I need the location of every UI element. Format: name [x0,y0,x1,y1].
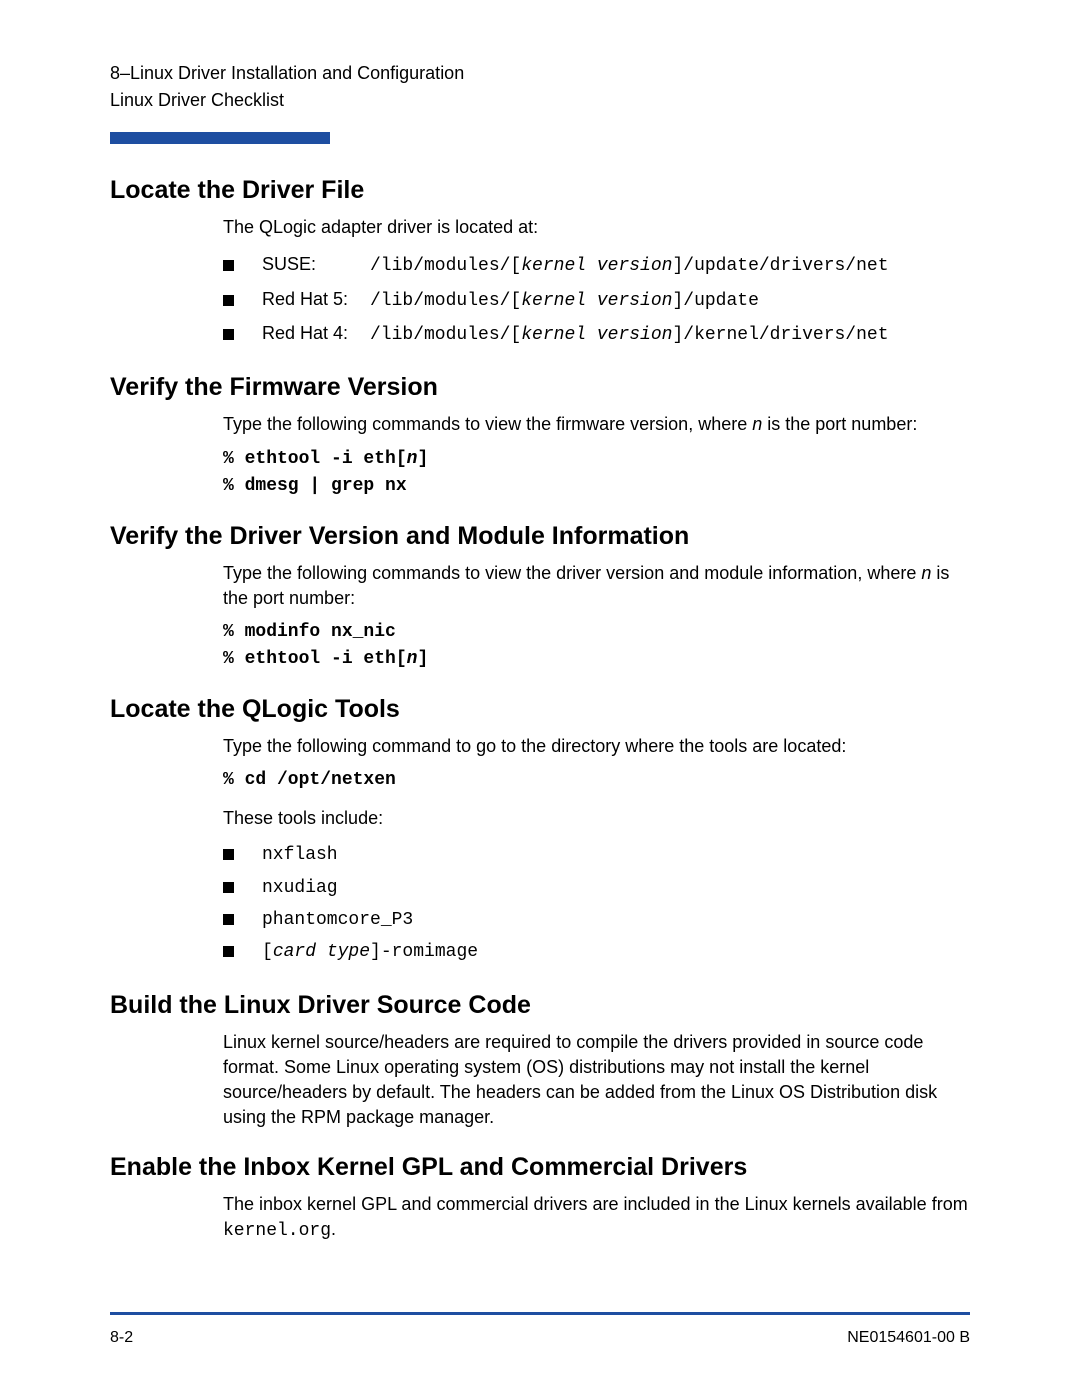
os-label: SUSE: [262,248,370,280]
bullet-icon [223,849,234,860]
list-item: phantomcore_P3 [223,904,970,936]
heading-verify-driver: Verify the Driver Version and Module Inf… [110,522,970,551]
code-line: % dmesg | grep nx [223,473,970,500]
tools-list: nxflash nxudiag phantomcore_P3 [card typ… [223,839,970,969]
page-number: 8-2 [110,1329,133,1347]
doc-id: NE0154601-00 B [847,1329,970,1347]
path: /lib/modules/[kernel version]/update [370,285,759,317]
bullet-icon [223,329,234,340]
body-paragraph: Linux kernel source/headers are required… [223,1030,970,1131]
code-line: % ethtool -i eth[n] [223,646,970,673]
header-accent-bar [110,132,330,144]
section-enable-inbox: Enable the Inbox Kernel GPL and Commerci… [110,1153,970,1244]
bullet-icon [223,295,234,306]
list-item: nxflash [223,839,970,871]
section-locate-driver: Locate the Driver File The QLogic adapte… [110,176,970,351]
list-item: SUSE: /lib/modules/[kernel version]/upda… [223,248,970,282]
code-line: % modinfo nx_nic [223,619,970,646]
section-locate-tools: Locate the QLogic Tools Type the followi… [110,695,970,969]
code-line: % cd /opt/netxen [223,767,970,794]
heading-enable-inbox: Enable the Inbox Kernel GPL and Commerci… [110,1153,970,1182]
code-block: % ethtool -i eth[n] % dmesg | grep nx [223,446,970,500]
code-line: % ethtool -i eth[n] [223,446,970,473]
header-line2: Linux Driver Checklist [110,87,970,114]
page-header: 8–Linux Driver Installation and Configur… [110,60,970,114]
list-item: Red Hat 5: /lib/modules/[kernel version]… [223,283,970,317]
bullet-icon [223,946,234,957]
section-verify-driver: Verify the Driver Version and Module Inf… [110,522,970,673]
body-paragraph: The inbox kernel GPL and commercial driv… [223,1192,970,1244]
heading-locate-tools: Locate the QLogic Tools [110,695,970,724]
tools-intro: These tools include: [223,806,970,831]
section-build-driver: Build the Linux Driver Source Code Linux… [110,991,970,1131]
heading-build-driver: Build the Linux Driver Source Code [110,991,970,1020]
os-label: Red Hat 4: [262,317,370,349]
path: /lib/modules/[kernel version]/update/dri… [370,250,889,282]
bullet-icon [223,882,234,893]
tool-name: nxflash [262,839,338,871]
heading-locate-driver: Locate the Driver File [110,176,970,205]
code-block: % modinfo nx_nic % ethtool -i eth[n] [223,619,970,673]
bullet-icon [223,914,234,925]
path: /lib/modules/[kernel version]/kernel/dri… [370,319,889,351]
footer-accent-line [110,1312,970,1315]
intro-text: Type the following command to go to the … [223,734,970,759]
list-item: [card type]-romimage [223,936,970,968]
tool-name: [card type]-romimage [262,936,478,968]
driver-locations-list: SUSE: /lib/modules/[kernel version]/upda… [223,248,970,351]
code-block: % cd /opt/netxen [223,767,970,794]
page-footer: 8-2 NE0154601-00 B [110,1329,970,1347]
intro-text: Type the following commands to view the … [223,561,970,611]
bullet-icon [223,260,234,271]
heading-verify-firmware: Verify the Firmware Version [110,373,970,402]
tool-name: nxudiag [262,872,338,904]
list-item: Red Hat 4: /lib/modules/[kernel version]… [223,317,970,351]
os-label: Red Hat 5: [262,283,370,315]
tool-name: phantomcore_P3 [262,904,413,936]
intro-text: The QLogic adapter driver is located at: [223,215,970,240]
list-item: nxudiag [223,872,970,904]
header-line1: 8–Linux Driver Installation and Configur… [110,60,970,87]
intro-text: Type the following commands to view the … [223,412,970,437]
section-verify-firmware: Verify the Firmware Version Type the fol… [110,373,970,499]
